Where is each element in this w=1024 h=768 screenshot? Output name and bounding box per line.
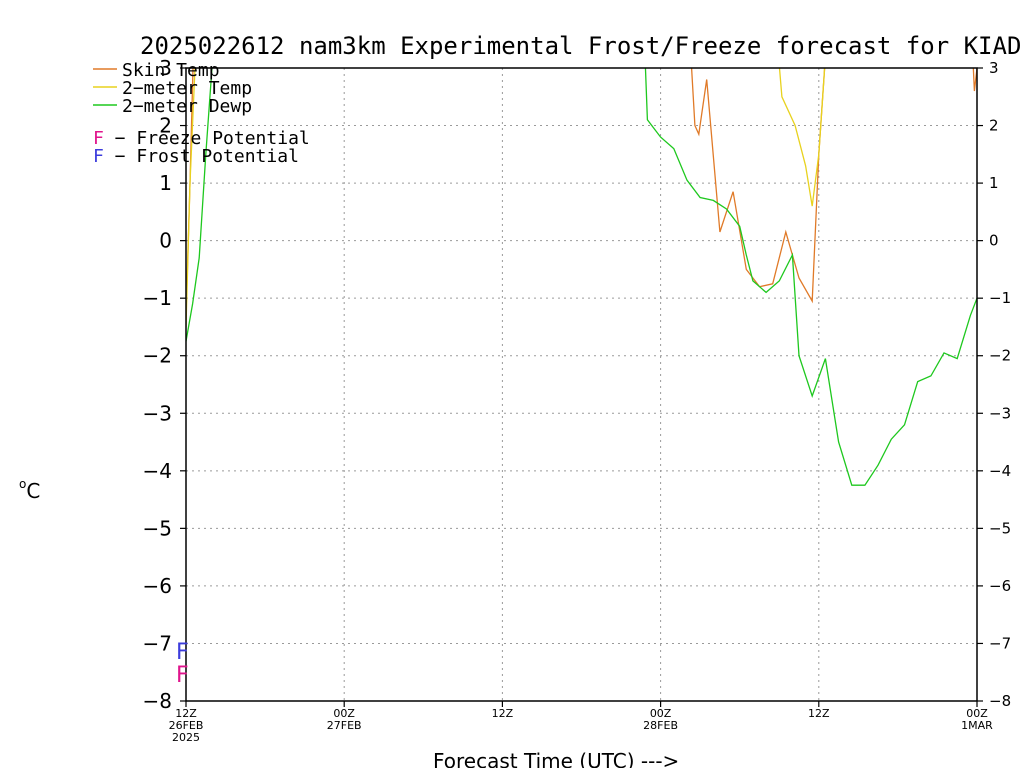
- series-line: [186, 68, 213, 342]
- legend-entry: Skin Temp: [122, 60, 220, 81]
- y-tick-label: 2: [159, 114, 172, 138]
- y-axis-left: 3 2 1 0 −1 −2 −3 −4 −5 −6 −7 −8: [143, 56, 186, 713]
- y-tick-label: −2: [143, 344, 172, 368]
- potential-legend-entry: F − Freeze Potential: [93, 128, 310, 149]
- y-tick-label: −3: [143, 401, 172, 425]
- potential-text: − Frost Potential: [104, 146, 299, 167]
- y-tick-label-right: 3: [989, 59, 999, 77]
- legend-entry: 2−meter Dewp: [122, 96, 252, 117]
- potential-marker: F: [176, 663, 189, 688]
- x-tick-label: 1MAR: [961, 719, 993, 732]
- y-tick-label: 1: [159, 171, 172, 195]
- x-tick-label: 27FEB: [327, 719, 362, 732]
- series-line: [972, 68, 977, 92]
- y-tick-label: −6: [143, 574, 172, 598]
- y-tick-label-right: 1: [989, 174, 999, 192]
- series-line: [778, 68, 826, 207]
- x-tick-label: 2025: [172, 731, 200, 744]
- y-tick-label-right: −3: [989, 404, 1011, 422]
- y-axis-unit-letter: C: [26, 479, 40, 503]
- y-tick-label: −7: [143, 631, 172, 655]
- y-tick-label: −5: [143, 516, 172, 540]
- series-group: [186, 68, 977, 486]
- x-tick-label: 12Z: [175, 707, 197, 720]
- y-tick-label: −8: [143, 689, 172, 713]
- x-axis-label: Forecast Time (UTC) --->: [433, 749, 679, 768]
- plot-frame: [185, 67, 978, 702]
- x-tick-label: 28FEB: [643, 719, 678, 732]
- y-tick-label-right: −6: [989, 577, 1011, 595]
- y-tick-label-right: −7: [989, 634, 1011, 652]
- y-tick-label-right: 2: [989, 117, 999, 135]
- y-tick-label: −1: [143, 286, 172, 310]
- y-tick-label-right: −8: [989, 692, 1011, 710]
- series-2-meter-temp: [186, 68, 826, 328]
- y-axis-right: 3 2 1 0 −1 −2 −3 −4 −5 −6 −7 −8: [977, 59, 1011, 710]
- series-2-meter-dewp: [186, 68, 977, 486]
- potential-legend-entry: F − Frost Potential: [93, 146, 299, 167]
- legend-entry: 2−meter Temp: [122, 78, 252, 99]
- x-tick-label: 00Z: [333, 707, 355, 720]
- grid: [186, 68, 977, 701]
- potential-markers: FF: [176, 640, 189, 688]
- y-axis-unit: oC: [19, 477, 40, 503]
- y-tick-label-right: 0: [989, 232, 999, 250]
- x-tick-label: 00Z: [650, 707, 672, 720]
- potential-marker: F: [176, 640, 189, 665]
- x-tick-label: 12Z: [808, 707, 830, 720]
- degree-sign: o: [19, 477, 26, 491]
- y-tick-label: −4: [143, 459, 172, 483]
- potential-letter: F: [93, 128, 104, 149]
- potential-letter: F: [93, 146, 104, 167]
- potential-text: − Freeze Potential: [104, 128, 310, 149]
- x-tick-label: 12Z: [492, 707, 514, 720]
- y-tick-label-right: −5: [989, 519, 1011, 537]
- y-tick-label-right: −2: [989, 347, 1011, 365]
- y-tick-label-right: −4: [989, 462, 1011, 480]
- series-line: [690, 68, 826, 304]
- chart-title: 2025022612 nam3km Experimental Frost/Fre…: [140, 32, 1021, 60]
- y-tick-label: 3: [159, 56, 172, 80]
- y-tick-label-right: −1: [989, 289, 1011, 307]
- y-tick-label: 0: [159, 229, 172, 253]
- x-tick-label: 26FEB: [169, 719, 204, 732]
- series-line: [186, 68, 196, 328]
- series-line: [644, 68, 977, 486]
- x-tick-label: 00Z: [966, 707, 988, 720]
- series-skin-temp: [186, 68, 977, 316]
